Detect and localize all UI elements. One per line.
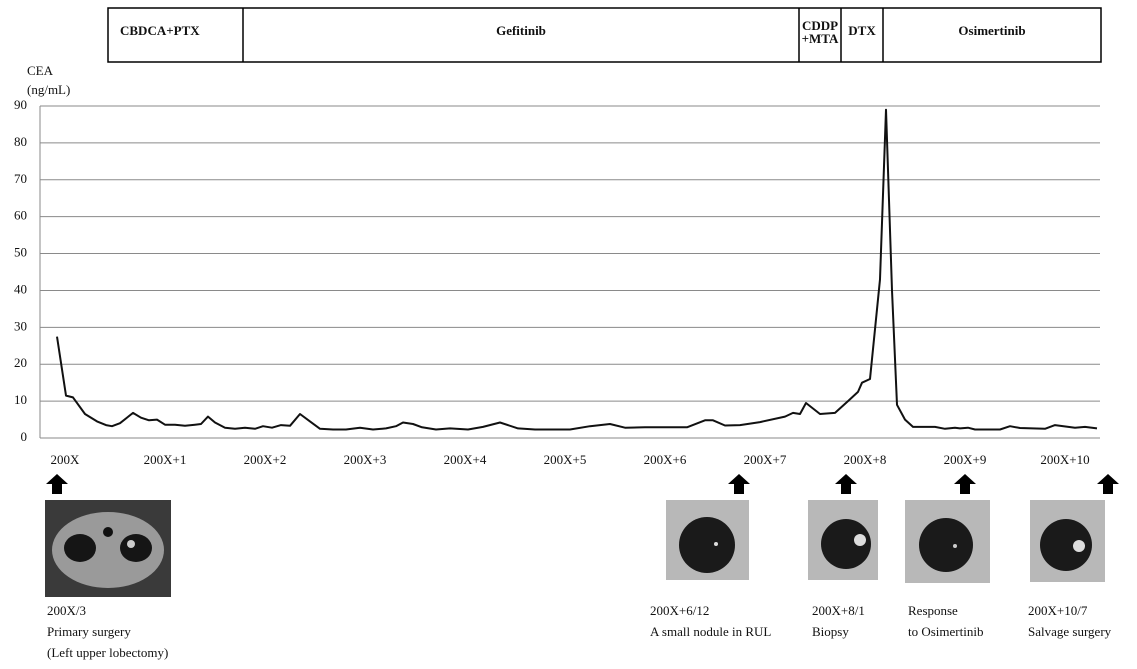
y-tick-label: 20: [14, 355, 27, 370]
arrows: [46, 474, 1119, 494]
y-tick-label: 50: [14, 245, 27, 260]
annotation: Biopsy: [812, 624, 849, 639]
y-axis-label: CEA: [27, 63, 54, 78]
annotation: A small nodule in RUL: [650, 624, 771, 639]
y-tick-label: 80: [14, 134, 27, 149]
ct-image: [1030, 500, 1105, 582]
arrow: [1097, 474, 1119, 494]
treatment-bar: [108, 8, 1101, 62]
annotation: 200X+6/12: [650, 603, 709, 618]
ct-image: [905, 500, 990, 583]
annotation: to Osimertinib: [908, 624, 983, 639]
x-tick-label: 200X+9: [944, 452, 987, 467]
x-tick-label: 200X+4: [444, 452, 487, 467]
y-tick-label: 0: [21, 429, 28, 444]
x-tick-label: 200X+7: [744, 452, 787, 467]
treatment-label: Osimertinib: [958, 23, 1025, 38]
x-tick-label: 200X+2: [244, 452, 287, 467]
annotation: 200X/3: [47, 603, 86, 618]
x-tick-label: 200X+8: [844, 452, 887, 467]
x-tick-label: 200X+10: [1040, 452, 1089, 467]
chart: CBDCA+PTXGefitinibCDDP+MTADTXOsimertinib…: [0, 0, 1137, 664]
y-axis-label: (ng/mL): [27, 82, 70, 97]
y-tick-label: 30: [14, 318, 27, 333]
annotation: Salvage surgery: [1028, 624, 1112, 639]
y-tick-label: 40: [14, 281, 27, 296]
y-tick-label: 90: [14, 97, 27, 112]
x-tick-label: 200X+5: [544, 452, 587, 467]
treatment-label: Gefitinib: [496, 23, 546, 38]
ct-image: [45, 500, 171, 597]
y-tick-label: 60: [14, 208, 27, 223]
y-tick-label: 70: [14, 171, 27, 186]
treatment-label: DTX: [848, 23, 876, 38]
arrow: [835, 474, 857, 494]
arrow: [728, 474, 750, 494]
x-tick-label: 200X+6: [644, 452, 687, 467]
annotation: 200X+10/7: [1028, 603, 1088, 618]
ct-image: [666, 500, 749, 580]
ct-image: [808, 500, 878, 580]
arrow: [954, 474, 976, 494]
annotation: Response: [908, 603, 958, 618]
annotation: (Left upper lobectomy): [47, 645, 168, 660]
x-tick-label: 200X+1: [144, 452, 187, 467]
x-tick-label: 200X+3: [344, 452, 387, 467]
x-tick-label: 200X: [51, 452, 81, 467]
treatment-label: +MTA: [802, 31, 839, 46]
annotation: Primary surgery: [47, 624, 131, 639]
y-tick-label: 10: [14, 392, 27, 407]
annotation: 200X+8/1: [812, 603, 865, 618]
arrow: [46, 474, 68, 494]
treatment-label: CBDCA+PTX: [120, 23, 200, 38]
cea-line: [57, 110, 1097, 430]
